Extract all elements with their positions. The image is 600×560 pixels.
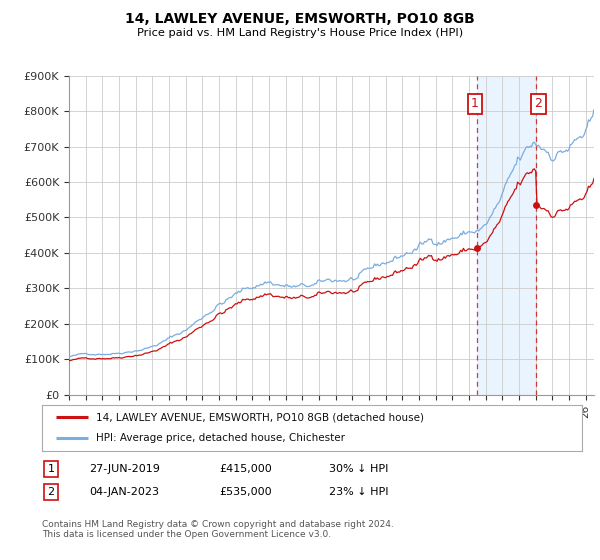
Text: 2: 2 [47, 487, 55, 497]
Text: 1: 1 [471, 97, 479, 110]
Text: £535,000: £535,000 [219, 487, 272, 497]
Bar [553, 76, 594, 395]
Text: 04-JAN-2023: 04-JAN-2023 [89, 487, 159, 497]
Text: Price paid vs. HM Land Registry's House Price Index (HPI): Price paid vs. HM Land Registry's House … [137, 28, 463, 38]
Text: 30% ↓ HPI: 30% ↓ HPI [329, 464, 388, 474]
Text: 23% ↓ HPI: 23% ↓ HPI [329, 487, 388, 497]
Text: 14, LAWLEY AVENUE, EMSWORTH, PO10 8GB: 14, LAWLEY AVENUE, EMSWORTH, PO10 8GB [125, 12, 475, 26]
Text: 2: 2 [535, 97, 542, 110]
Text: 27-JUN-2019: 27-JUN-2019 [89, 464, 160, 474]
Bar [478, 76, 536, 395]
Bar [553, 76, 594, 395]
Text: £415,000: £415,000 [219, 464, 272, 474]
Text: 14, LAWLEY AVENUE, EMSWORTH, PO10 8GB (detached house): 14, LAWLEY AVENUE, EMSWORTH, PO10 8GB (d… [96, 412, 424, 422]
Text: 1: 1 [47, 464, 55, 474]
Text: Contains HM Land Registry data © Crown copyright and database right 2024.
This d: Contains HM Land Registry data © Crown c… [42, 520, 394, 539]
Text: HPI: Average price, detached house, Chichester: HPI: Average price, detached house, Chic… [96, 433, 345, 444]
